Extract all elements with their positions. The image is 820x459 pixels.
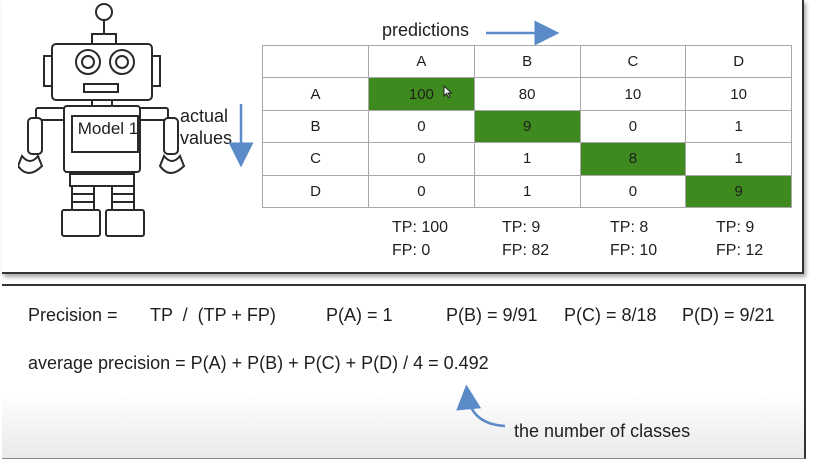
counts-b: TP: 9 FP: 82 [502,216,549,262]
col-header: D [685,44,792,79]
matrix-cell: 1 [473,174,581,209]
classes-note: the number of classes [514,421,691,441]
precision-b: P(B) = 9/91 [446,305,538,325]
row-header: C [262,142,369,176]
matrix-cell-diagonal: 8 [579,142,687,176]
matrix-cell: 10 [685,77,792,111]
matrix-cell: 1 [685,109,792,144]
col-header: A [368,44,475,79]
matrix-cell: 10 [579,77,687,111]
precision-formula: TP / (TP + FP) [150,305,276,325]
values-label: values [180,128,233,148]
fp-count: FP: 12 [716,242,764,259]
matrix-cell: 0 [579,174,687,209]
matrix-cell: 1 [473,142,581,176]
fp-count: FP: 0 [392,242,431,259]
precision-d: P(D) = 9/21 [682,305,775,325]
robot-label: Model 1 [77,119,139,138]
tp-count: TP: 100 [392,219,449,236]
row-header: A [262,77,369,111]
fp-count: FP: 10 [610,242,658,259]
robot-illustration [18,3,186,237]
counts-d: TP: 9 FP: 12 [716,216,763,262]
row-header: D [262,174,369,209]
confusion-matrix: A B C D A 100 80 10 10 B 0 9 0 1 C 0 1 8… [262,44,792,209]
precision-c: P(C) = 8/18 [564,305,657,325]
matrix-cell-diagonal: 100 [368,77,475,111]
table-row: D 0 1 0 9 [262,174,792,209]
counts-c: TP: 8 FP: 10 [610,216,657,262]
col-header: B [473,44,581,79]
table-row: B 0 9 0 1 [262,109,792,144]
corner-cell [262,44,369,79]
tp-count: TP: 8 [610,219,649,236]
mouse-cursor-icon [443,85,453,99]
table-row: C 0 1 8 1 [262,142,792,176]
precision-a: P(A) = 1 [326,305,393,325]
matrix-cell-diagonal: 9 [685,174,792,209]
matrix-cell: 1 [685,142,792,176]
fp-count: FP: 82 [502,242,550,259]
formula-panel [2,284,806,459]
counts-a: TP: 100 FP: 0 [392,216,448,262]
predictions-label: predictions [382,20,470,40]
col-header: C [579,44,687,79]
tp-count: TP: 9 [502,219,541,236]
tp-count: TP: 9 [716,219,755,236]
table-row: A 100 80 10 10 [262,77,792,111]
matrix-cell: 0 [368,109,475,144]
matrix-cell: 0 [368,142,475,176]
matrix-cell: 80 [473,77,581,111]
precision-label: Precision = [28,305,118,325]
average-precision-formula: average precision = P(A) + P(B) + P(C) +… [28,353,489,373]
actual-label: actual [180,106,229,126]
matrix-cell: 0 [368,174,475,209]
header-row: A B C D [262,44,792,79]
row-header: B [262,109,369,144]
matrix-cell-diagonal: 9 [473,109,581,144]
matrix-cell: 0 [579,109,687,144]
